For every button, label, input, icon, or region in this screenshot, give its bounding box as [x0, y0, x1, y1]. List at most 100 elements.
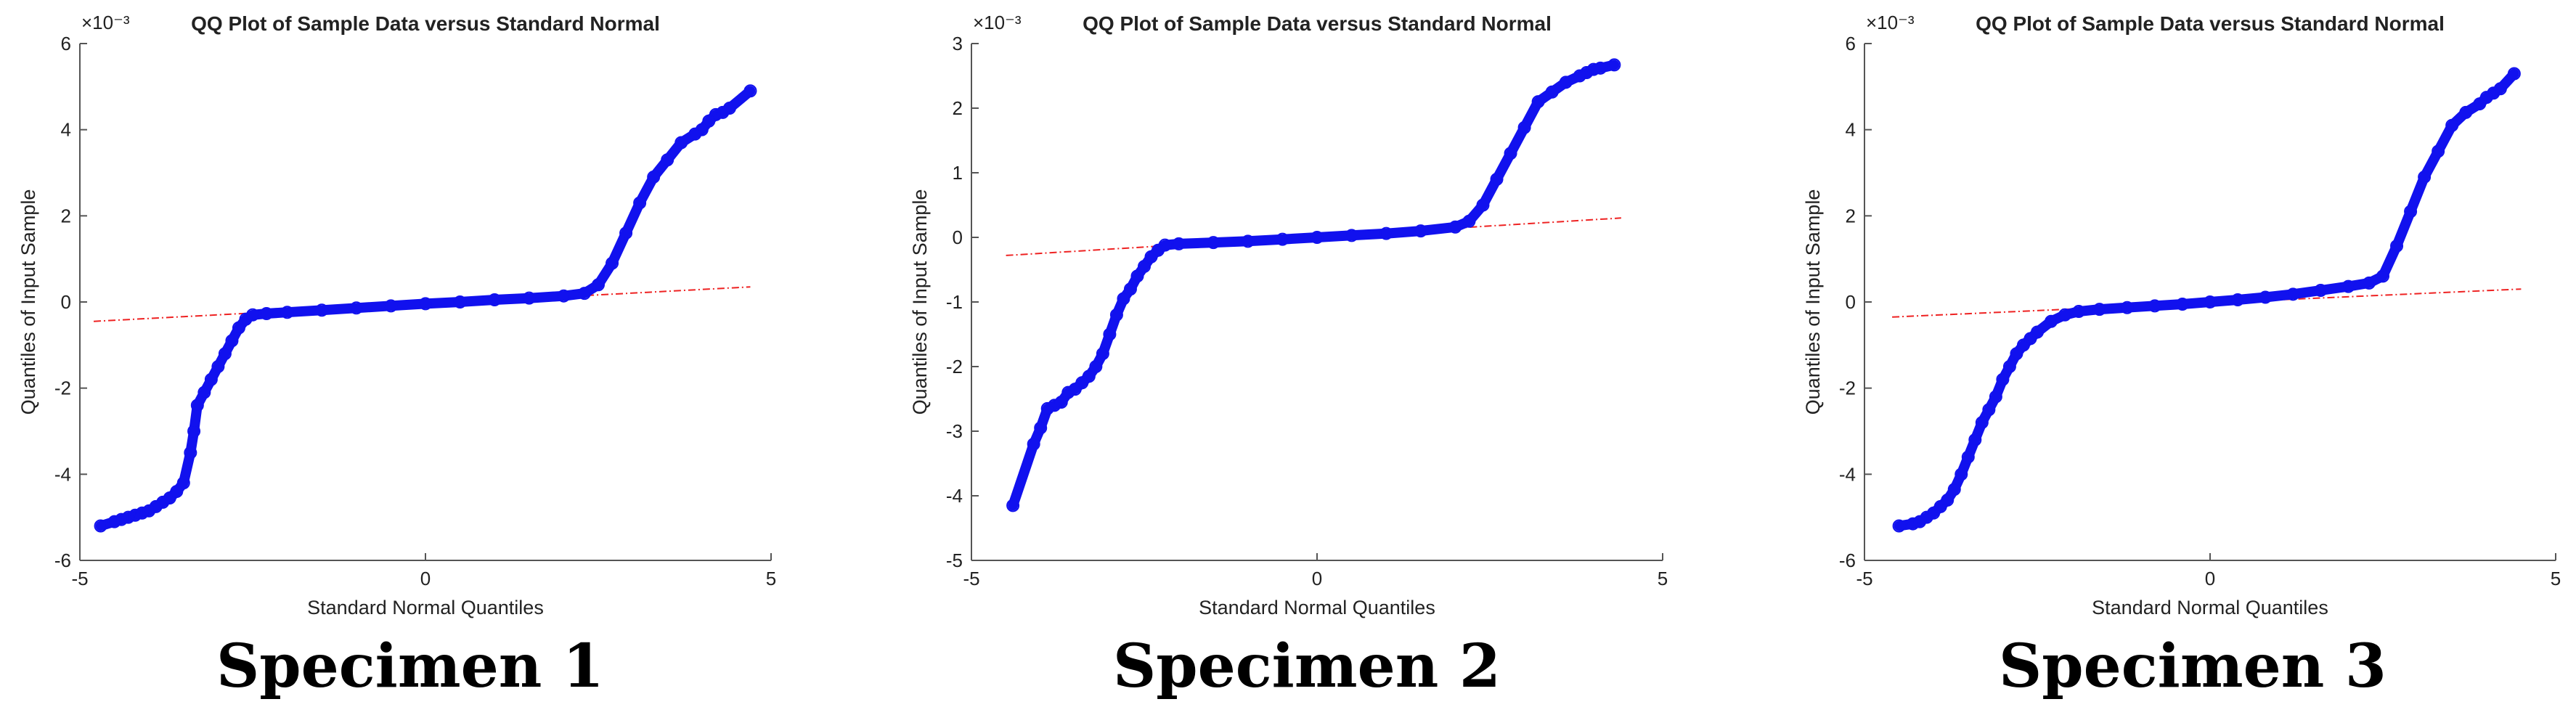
sample-point [1379, 226, 1393, 240]
sample-point [163, 491, 176, 505]
sample-point [1117, 292, 1130, 306]
sample-point [1941, 493, 1955, 507]
x-tick-label: 5 [1658, 568, 1668, 589]
x-tick-label: -5 [71, 568, 88, 589]
sample-point [1927, 506, 1941, 520]
sample-point [349, 301, 363, 315]
sample-point [2479, 91, 2493, 105]
sample-point [1311, 231, 1324, 244]
sample-point [1580, 66, 1594, 80]
x-tick-label: 0 [1312, 568, 1322, 589]
exponent-label: ×10⁻³ [1866, 12, 1915, 33]
sample-point [149, 499, 163, 513]
sample-point [1955, 467, 1968, 481]
sample-point [197, 385, 211, 399]
sample-point [2045, 314, 2058, 328]
y-tick-label: 3 [953, 33, 963, 54]
sample-point [488, 293, 502, 307]
sample-point [1109, 308, 1123, 322]
sample-point [2314, 283, 2328, 297]
y-axis-label: Quantiles of Input Sample [1802, 189, 1824, 415]
sample-point [1068, 383, 1082, 396]
sample-point [2120, 301, 2134, 314]
sample-point [176, 476, 190, 490]
chart-title: QQ Plot of Sample Data versus Standard N… [1976, 12, 2445, 35]
sample-point [2487, 86, 2500, 100]
sample-point [1968, 433, 1982, 446]
sample-point [577, 287, 591, 301]
sample-point [107, 515, 121, 528]
sample-point [633, 196, 647, 210]
y-axis-label: Quantiles of Input Sample [909, 189, 931, 415]
y-tick-label: -6 [1839, 550, 1856, 571]
chart-title: QQ Plot of Sample Data versus Standard N… [1083, 12, 1552, 35]
sample-curve [1008, 60, 1620, 511]
sample-point [2376, 269, 2389, 283]
sample-point [2507, 67, 2521, 81]
sample-point [2473, 97, 2487, 111]
sample-point [1947, 483, 1961, 497]
sample-point [1920, 510, 1933, 524]
sample-point [2390, 239, 2404, 253]
sample-point [2418, 170, 2432, 184]
sample-point [204, 372, 218, 386]
sample-point [121, 510, 135, 524]
sample-point [1130, 269, 1144, 283]
sample-point [2204, 295, 2217, 309]
y-axis-label: Quantiles of Input Sample [17, 189, 39, 415]
sample-point [709, 107, 722, 121]
sample-point [1594, 61, 1607, 75]
sample-point [2092, 303, 2106, 316]
sample-point [1082, 369, 1096, 383]
sample-point [260, 307, 274, 321]
sample-point [2445, 118, 2459, 132]
sample-point [688, 127, 702, 141]
sample-point [246, 308, 259, 322]
sample-point [2459, 105, 2473, 119]
x-tick-label: 0 [420, 568, 431, 589]
sample-point [592, 278, 605, 292]
sample-point [170, 485, 184, 499]
y-tick-label: 1 [953, 162, 963, 184]
sample-point [225, 334, 239, 348]
sample-point [1241, 234, 1255, 248]
sample-point [1207, 236, 1220, 250]
sample-point [1138, 260, 1151, 274]
y-tick-label: -4 [1839, 463, 1856, 485]
sample-point [1096, 347, 1109, 361]
y-tick-label: 4 [61, 119, 71, 141]
sample-point [2175, 297, 2189, 311]
reference-line [1892, 288, 2522, 318]
sample-point [1989, 390, 2002, 404]
sample-point [2016, 338, 2030, 352]
sample-point [280, 306, 294, 319]
y-tick-label: -5 [946, 550, 963, 571]
sample-point [1975, 416, 1989, 430]
y-tick-label: 6 [61, 33, 71, 54]
y-tick-label: -4 [54, 463, 71, 485]
x-tick-label: 5 [766, 568, 776, 589]
sample-point [1573, 69, 1586, 83]
sample-point [743, 84, 757, 98]
x-axis-label: Standard Normal Quantiles [2092, 597, 2328, 618]
y-tick-label: -6 [54, 550, 71, 571]
sample-point [1545, 85, 1559, 99]
sample-point [156, 495, 170, 509]
reference-line [93, 286, 751, 322]
y-tick-label: 0 [953, 226, 963, 248]
sample-curve [95, 86, 756, 531]
y-tick-label: 2 [61, 205, 71, 226]
sample-point [606, 256, 619, 270]
sample-point [1982, 403, 1996, 417]
x-axis-label: Standard Normal Quantiles [307, 597, 544, 618]
sample-point [129, 508, 142, 522]
sample-point [1123, 282, 1137, 296]
sample-point [1607, 58, 1621, 72]
sample-point [1996, 372, 2010, 386]
sample-point [115, 512, 129, 526]
sample-point [1034, 421, 1048, 435]
sample-point [1089, 360, 1103, 373]
sample-point [1906, 517, 1920, 531]
sample-point [1504, 147, 1517, 160]
sample-point [2231, 293, 2245, 307]
